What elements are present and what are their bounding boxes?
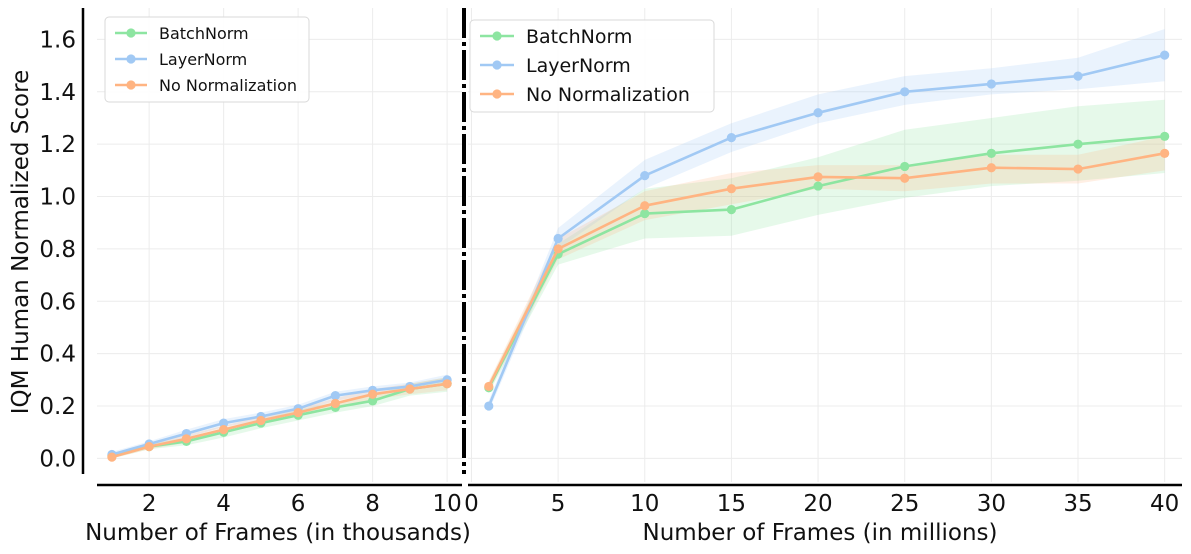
legend-marker-no-normalization <box>126 80 136 90</box>
data-point-no-normalization <box>181 434 191 444</box>
data-point-no-normalization <box>484 381 494 392</box>
x-tick-label: 30 <box>977 491 1006 517</box>
confidence-band-no-normalization <box>488 136 1165 392</box>
x-tick-label: 10 <box>432 491 461 517</box>
legend-marker-layernorm <box>126 54 136 64</box>
data-point-no-normalization <box>144 442 154 452</box>
legend: BatchNorm LayerNorm No Normalization <box>469 19 715 113</box>
data-point-no-normalization <box>640 201 650 211</box>
y-tick-label: 0.2 <box>39 394 76 420</box>
data-point-no-normalization <box>330 398 340 409</box>
y-tick-label: 0.6 <box>39 289 76 315</box>
legend-marker-no-normalization <box>492 89 502 99</box>
data-point-layernorm <box>330 390 340 401</box>
data-point-no-normalization <box>256 415 266 426</box>
x-tick-label: 35 <box>1063 491 1092 517</box>
data-point-layernorm <box>553 233 563 244</box>
data-point-layernorm <box>813 108 823 118</box>
data-point-batchnorm <box>900 161 910 172</box>
data-point-layernorm <box>900 87 910 97</box>
x-tick-label: 6 <box>291 491 306 517</box>
x-tick-label: 8 <box>365 491 380 517</box>
series-line-layernorm <box>111 378 448 456</box>
x-tick-label: 4 <box>216 491 231 517</box>
data-point-no-normalization <box>900 173 910 183</box>
legend-marker-batchnorm <box>492 31 502 41</box>
series-line-no-normalization <box>111 382 448 459</box>
data-point-no-normalization <box>726 184 737 194</box>
data-point-layernorm <box>1073 71 1083 81</box>
data-point-no-normalization <box>1160 148 1170 158</box>
data-point-no-normalization <box>293 408 303 418</box>
legend-label-layernorm: LayerNorm <box>526 55 631 77</box>
x-tick-label: 40 <box>1150 491 1179 517</box>
data-point-layernorm <box>219 418 229 428</box>
data-point-batchnorm <box>986 148 996 158</box>
data-point-batchnorm <box>368 396 378 406</box>
y-axis-title: IQM Human Normalized Score <box>8 70 34 414</box>
data-point-no-normalization <box>442 379 452 389</box>
x-tick-label: 15 <box>717 491 746 517</box>
legend-label-layernorm: LayerNorm <box>159 50 247 69</box>
y-tick-label: 1.4 <box>39 80 76 106</box>
grid-lines <box>468 8 1182 482</box>
y-tick-label: 0.4 <box>39 342 76 368</box>
data-point-no-normalization <box>368 389 378 399</box>
legend-frame <box>104 16 310 103</box>
y-tick-label: 1.6 <box>39 27 76 53</box>
data-point-no-normalization <box>219 425 229 435</box>
data-point-layernorm <box>986 79 996 89</box>
right-plot-panel: 0 5 10 15 20 25 30 35 40 Number of Frames (in mil… <box>464 8 1182 546</box>
data-point-batchnorm <box>1073 139 1083 149</box>
data-point-layernorm <box>726 133 737 143</box>
legend-label-no-normalization: No Normalization <box>159 76 297 95</box>
confidence-band-layernorm <box>488 29 1165 412</box>
data-point-no-normalization <box>553 244 563 254</box>
left-plot-panel: 2 4 6 8 10 Number of Frames (in thousands) 0.0… <box>8 8 471 546</box>
y-tick-label: 1.0 <box>39 185 76 211</box>
data-point-no-normalization <box>813 172 823 182</box>
legend-frame <box>469 19 715 113</box>
x-axis-title: Number of Frames (in millions) <box>643 520 998 546</box>
data-point-batchnorm <box>1160 131 1170 141</box>
x-axis-title: Number of Frames (in thousands) <box>85 520 471 546</box>
legend-label-batchnorm: BatchNorm <box>159 24 249 43</box>
data-point-batchnorm <box>640 208 650 219</box>
data-point-no-normalization <box>1073 164 1083 174</box>
x-tick-label: 2 <box>142 491 157 517</box>
x-tick-label: 0 <box>464 491 479 517</box>
x-tick-label: 5 <box>551 491 566 517</box>
data-point-no-normalization <box>405 384 415 394</box>
data-point-no-normalization <box>986 163 996 173</box>
data-point-batchnorm <box>813 181 823 191</box>
data-point-layernorm <box>640 171 650 181</box>
y-tick-label: 0.0 <box>39 446 76 472</box>
x-tick-label: 10 <box>630 491 659 517</box>
y-tick-label: 0.8 <box>39 237 76 263</box>
data-point-layernorm <box>484 401 494 411</box>
x-tick-label: 25 <box>890 491 919 517</box>
data-point-batchnorm <box>726 205 737 215</box>
legend-label-no-normalization: No Normalization <box>526 84 690 106</box>
x-tick-label: 20 <box>803 491 832 517</box>
legend-label-batchnorm: BatchNorm <box>526 26 632 48</box>
legend: BatchNorm LayerNorm No Normalization <box>104 16 310 103</box>
data-point-layernorm <box>1160 50 1170 60</box>
legend-marker-layernorm <box>492 60 502 70</box>
data-point-no-normalization <box>107 452 117 462</box>
legend-marker-batchnorm <box>126 28 136 38</box>
y-tick-label: 1.2 <box>39 132 76 158</box>
confidence-band-batchnorm <box>488 99 1165 393</box>
